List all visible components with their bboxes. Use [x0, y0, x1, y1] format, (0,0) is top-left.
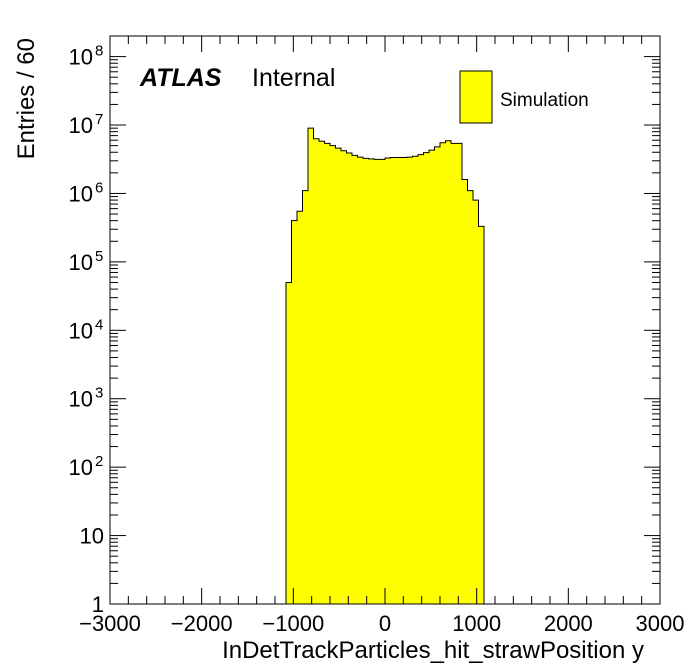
y-tick-label: 10: [80, 524, 104, 549]
legend-label-simulation: Simulation: [500, 90, 589, 111]
histogram-bars: [285, 127, 485, 605]
histogram-bin: [407, 157, 413, 604]
histogram-bin: [401, 157, 408, 604]
x-tick-label: −1000: [262, 611, 324, 636]
y-tick-label: 1: [92, 592, 104, 617]
histogram-bin: [363, 158, 369, 604]
atlas-label: ATLAS Internal: [139, 64, 335, 92]
y-tick-exponent: 6: [95, 179, 103, 196]
histogram-bin: [451, 143, 457, 604]
histogram-bin: [352, 155, 358, 604]
histogram-bin: [341, 150, 347, 604]
histogram-bin: [390, 157, 397, 604]
histogram-bin: [418, 154, 424, 604]
histogram-bin: [462, 179, 468, 605]
histogram-bin: [374, 159, 380, 605]
y-tick-label: 10: [69, 318, 93, 343]
y-tick-exponent: 5: [95, 248, 103, 265]
y-tick-label: 10: [69, 181, 93, 206]
histogram-bin: [313, 138, 320, 604]
histogram-bin: [335, 148, 342, 604]
histogram-bin: [434, 146, 441, 604]
histogram-bin: [368, 158, 375, 604]
histogram-bin: [429, 150, 435, 604]
x-tick-label: 1000: [452, 611, 501, 636]
y-tick-exponent: 4: [95, 316, 103, 333]
histogram-bin: [478, 226, 485, 604]
histogram-bin: [286, 282, 292, 604]
y-tick-label: 10: [69, 45, 93, 70]
histogram-bin: [330, 145, 336, 604]
y-tick-label: 10: [69, 387, 93, 412]
x-tick-label: −3000: [79, 611, 141, 636]
atlas-text: ATLAS: [139, 64, 222, 92]
histogram-outline: [285, 127, 485, 604]
internal-text: Internal: [252, 64, 335, 92]
y-axis-title: Entries / 60: [13, 38, 40, 159]
histogram-bin: [297, 211, 303, 604]
histogram-bin: [445, 140, 452, 604]
histogram-bin: [456, 143, 463, 604]
y-tick-label: 10: [69, 113, 93, 138]
x-tick-label: 0: [379, 611, 391, 636]
histogram-bin: [440, 142, 446, 604]
histogram-bin: [396, 157, 402, 604]
y-tick-exponent: 3: [95, 385, 103, 402]
histogram-bin: [357, 157, 364, 604]
x-axis-title: InDetTrackParticles_hit_strawPosition y: [222, 637, 644, 664]
histogram-bin: [319, 141, 325, 604]
histogram-bin: [423, 152, 430, 605]
histogram-bin: [302, 190, 309, 605]
histogram-bin: [473, 200, 479, 604]
histogram-bin: [385, 157, 391, 604]
histogram-bin: [412, 156, 419, 604]
histogram-bin: [324, 143, 331, 604]
histogram-bin: [308, 128, 314, 604]
y-tick-exponent: 7: [95, 111, 103, 128]
histogram-bin: [467, 190, 474, 605]
y-tick-exponent: 8: [95, 43, 103, 60]
x-tick-label: −2000: [171, 611, 233, 636]
histogram-bin: [346, 153, 353, 604]
y-tick-label: 10: [69, 455, 93, 480]
legend: Simulation: [459, 70, 589, 124]
histogram-bin: [379, 159, 386, 605]
histogram-bin: [291, 220, 298, 604]
legend-swatch-simulation: [459, 70, 493, 124]
y-tick-exponent: 2: [95, 453, 103, 470]
x-tick-label: 3000: [636, 611, 685, 636]
y-tick-label: 10: [69, 250, 93, 275]
axis-ticks: [109, 35, 661, 605]
x-tick-label: 2000: [544, 611, 593, 636]
